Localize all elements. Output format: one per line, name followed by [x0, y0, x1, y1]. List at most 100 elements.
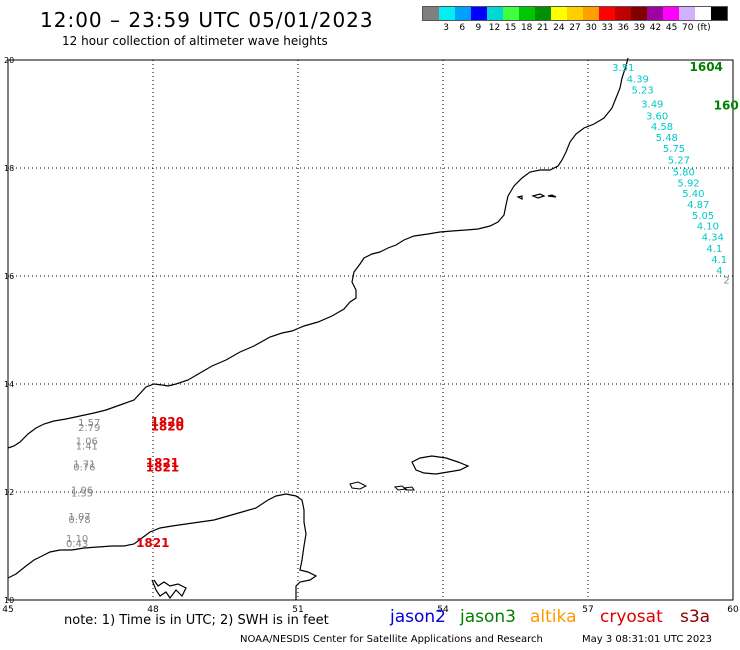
- legend-label: 33: [601, 23, 613, 33]
- wave-height-legend: 3 6 9 12 15 18 21 24 27 30 33 36 39 42 45 70 (ft): [422, 6, 728, 36]
- legend-label: 9: [475, 23, 482, 33]
- legend-swatch-15: [663, 7, 679, 20]
- wave-height-value: 5.27: [668, 156, 690, 167]
- legend-swatch-11: [599, 7, 615, 20]
- legend-swatch-18: [711, 7, 727, 20]
- map-title: 12:00 – 23:59 UTC 05/01/2023: [40, 8, 374, 32]
- island-small-1: [349, 481, 368, 490]
- legend-swatch-6: [519, 7, 535, 20]
- x-tick-label: 57: [582, 605, 593, 615]
- legend-swatch-5: [503, 7, 519, 20]
- pass-time-label: 1820: [151, 419, 184, 433]
- coastal-detail: [151, 579, 187, 600]
- wave-height-value: 4: [716, 266, 722, 277]
- satellite-label-jason3: jason3: [460, 607, 516, 627]
- legend-swatch-3: [471, 7, 487, 20]
- wave-height-value: 0.43: [66, 539, 88, 550]
- wave-height-value: 4.39: [627, 75, 649, 86]
- legend-swatch-2: [455, 7, 471, 20]
- wave-height-value: 3.49: [641, 100, 663, 111]
- wave-height-value: 1.06: [76, 436, 98, 447]
- pass-time-label: 1820: [151, 415, 184, 429]
- pass-time-label: 1821: [136, 536, 169, 550]
- wave-height-value: 5.23: [632, 85, 654, 96]
- wave-height-value: 4.10: [697, 222, 719, 233]
- satellite-label-jason2: jason2: [390, 607, 446, 627]
- legend-label: 18: [520, 23, 533, 33]
- legend-swatch-14: [647, 7, 663, 20]
- wave-height-value: 5.40: [682, 189, 704, 200]
- wave-height-value: 4.1: [706, 244, 722, 255]
- altimeter-tracks: 16041603.514.395.233.493.604.585.485.755…: [66, 60, 739, 550]
- x-tick-label: 48: [147, 605, 159, 615]
- y-tick-label: 10: [4, 596, 14, 605]
- wave-height-value: 5.92: [677, 178, 699, 189]
- x-tick-label: 45: [2, 605, 13, 615]
- wave-height-value: 1.41: [76, 441, 98, 452]
- wave-height-value: 4.87: [687, 200, 709, 211]
- wave-height-value: 5.05: [692, 211, 714, 222]
- pass-time-label: 160: [714, 99, 739, 113]
- legend-swatch-16: [679, 7, 695, 20]
- pass-time-label: 1821: [146, 456, 179, 470]
- wave-height-value: 2.79: [78, 423, 100, 434]
- legend-swatch-4: [487, 7, 503, 20]
- coastline: [7, 57, 629, 600]
- wave-height-value: 3.60: [646, 111, 668, 122]
- wave-height-value: 0.78: [68, 515, 90, 526]
- socotra-island: [411, 455, 470, 475]
- arabian-coastline: [7, 57, 629, 449]
- y-tick-label: 14: [4, 380, 14, 389]
- kuria-muria-islands: [516, 193, 557, 200]
- x-tick-label: 51: [292, 605, 303, 615]
- legend-label: 6: [459, 23, 466, 33]
- map-grid: [7, 59, 734, 601]
- legend-swatch-8: [551, 7, 567, 20]
- wave-height-value: 5.75: [663, 144, 685, 155]
- legend-label: 30: [585, 23, 597, 33]
- wave-height-value: 1.35: [71, 488, 93, 499]
- legend-label: 70: [682, 23, 694, 33]
- legend-swatch-1: [439, 7, 455, 20]
- legend-swatch-17: [695, 7, 711, 20]
- legend-swatch-7: [535, 7, 551, 20]
- satellite-label-altika: altika: [530, 607, 577, 627]
- y-tick-label: 12: [4, 488, 14, 497]
- wave-height-value: 4.1: [711, 255, 727, 266]
- legend-swatch-10: [583, 7, 599, 20]
- legend-label: 24: [553, 23, 565, 33]
- wave-height-value: 1.57: [78, 418, 100, 429]
- legend-label: 3: [443, 23, 450, 33]
- y-tick-label: 18: [4, 164, 14, 173]
- legend-label: 12: [488, 23, 501, 33]
- wave-height-value: 5.80: [673, 168, 695, 179]
- legend-label: 39: [633, 23, 646, 33]
- island-small-3: [402, 486, 415, 491]
- y-tick-label: 16: [4, 272, 14, 281]
- pass-time-label: 1821: [146, 460, 179, 474]
- legend-label: 36: [617, 23, 630, 33]
- legend-color-bar: [422, 6, 728, 21]
- legend-label: (ft): [697, 23, 711, 33]
- legend-swatch-12: [615, 7, 631, 20]
- y-tick-label: 20: [4, 56, 14, 65]
- wave-height-value: 1.10: [66, 534, 88, 545]
- legend-swatch-9: [567, 7, 583, 20]
- african-coastline: [7, 493, 318, 600]
- wave-height-value: 1.07: [68, 512, 90, 523]
- satellite-label-cryosat: cryosat: [600, 607, 663, 627]
- generation-timestamp: May 3 08:31:01 UTC 2023: [582, 634, 712, 645]
- credit-text: NOAA/NESDIS Center for Satellite Applica…: [240, 634, 543, 645]
- x-tick-label: 60: [727, 605, 739, 615]
- footer-note: note: 1) Time is in UTC; 2) SWH is in fe…: [64, 613, 329, 628]
- wave-height-value: 5.48: [656, 133, 678, 144]
- legend-labels: 3 6 9 12 15 18 21 24 27 30 33 36 39 42 45 70 (ft): [422, 21, 728, 35]
- map-frame: [7, 59, 734, 601]
- wave-height-value: 4.34: [702, 232, 724, 243]
- wave-height-value: 0.76: [73, 462, 95, 473]
- island-small-2: [393, 485, 408, 491]
- map-subtitle: 12 hour collection of altimeter wave hei…: [62, 34, 328, 48]
- legend-label: 45: [665, 23, 678, 33]
